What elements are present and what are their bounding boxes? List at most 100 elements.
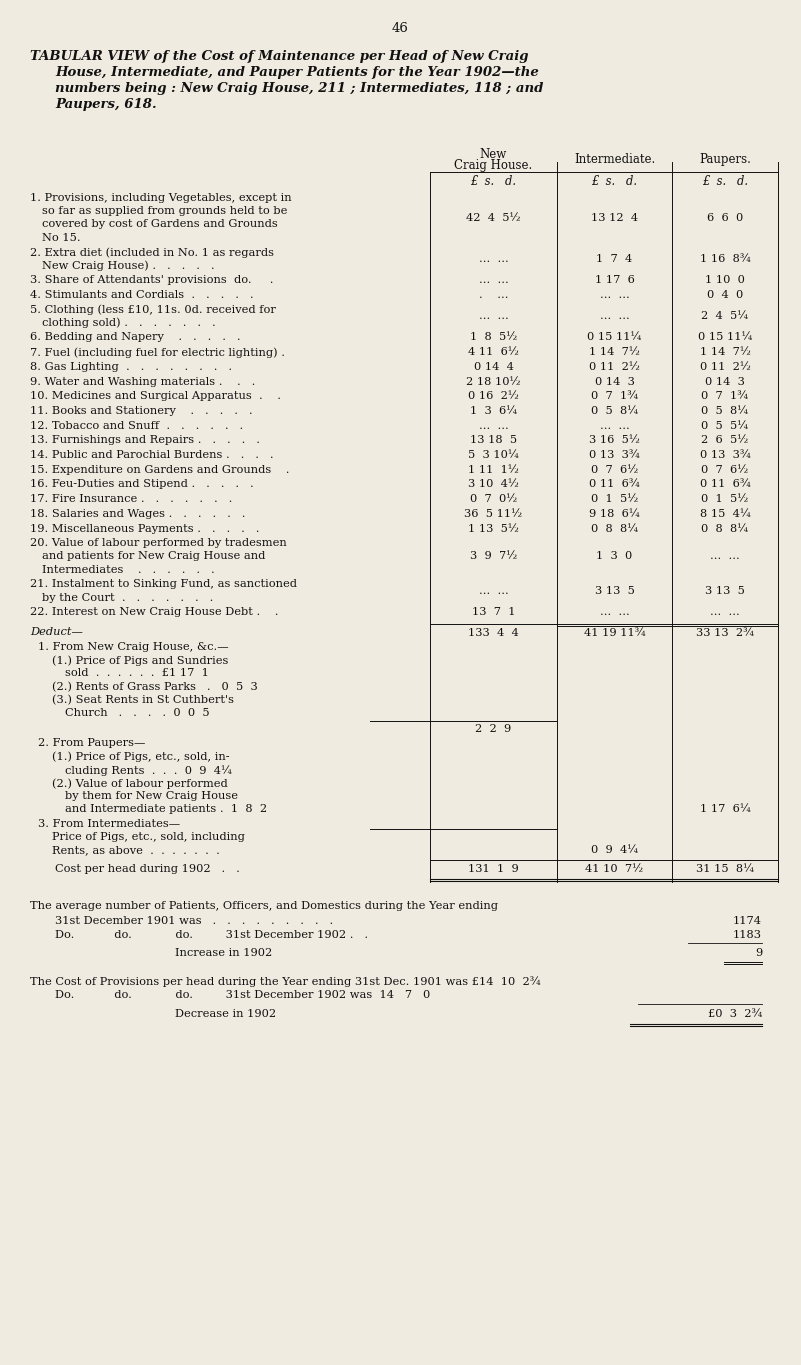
Text: (1.) Price of Pigs and Sundries: (1.) Price of Pigs and Sundries [52, 655, 228, 666]
Text: 1183: 1183 [733, 930, 762, 939]
Text: 5. Clothing (less £10, 11s. 0d. received for: 5. Clothing (less £10, 11s. 0d. received… [30, 304, 276, 315]
Text: Paupers, 618.: Paupers, 618. [55, 98, 157, 111]
Text: New Craig House) .   .   .   .   .: New Craig House) . . . . . [42, 261, 215, 272]
Text: 7. Fuel (including fuel for electric lighting) .: 7. Fuel (including fuel for electric lig… [30, 347, 285, 358]
Text: Increase in 1902: Increase in 1902 [175, 949, 272, 958]
Text: ...  ...: ... ... [600, 311, 630, 321]
Text: 0  5  8¼: 0 5 8¼ [591, 405, 638, 416]
Text: ...  ...: ... ... [710, 607, 740, 617]
Text: 20. Value of labour performed by tradesmen: 20. Value of labour performed by tradesm… [30, 538, 287, 549]
Text: 1 13  5½: 1 13 5½ [468, 524, 519, 534]
Text: 1. Provisions, including Vegetables, except in: 1. Provisions, including Vegetables, exc… [30, 192, 292, 203]
Text: 3. Share of Attendants' provisions  do.     .: 3. Share of Attendants' provisions do. . [30, 276, 273, 285]
Text: 11. Books and Stationery    .   .   .   .   .: 11. Books and Stationery . . . . . [30, 405, 252, 416]
Text: 0 13  3¾: 0 13 3¾ [699, 450, 751, 460]
Text: Do.           do.            do.         31st December 1902 .   .: Do. do. do. 31st December 1902 . . [55, 930, 368, 939]
Text: 1 16  8¾: 1 16 8¾ [699, 254, 751, 263]
Text: 0 14  3: 0 14 3 [594, 377, 634, 386]
Text: 3  9  7½: 3 9 7½ [470, 551, 517, 561]
Text: Price of Pigs, etc., sold, including: Price of Pigs, etc., sold, including [52, 831, 245, 842]
Text: 1 11  1½: 1 11 1½ [468, 465, 519, 475]
Text: ...  ...: ... ... [479, 276, 509, 285]
Text: (1.) Price of Pigs, etc., sold, in-: (1.) Price of Pigs, etc., sold, in- [52, 752, 230, 762]
Text: ...  ...: ... ... [710, 551, 740, 561]
Text: Decrease in 1902: Decrease in 1902 [175, 1009, 276, 1018]
Text: 9 18  6¼: 9 18 6¼ [589, 509, 640, 519]
Text: (3.) Seat Rents in St Cuthbert's: (3.) Seat Rents in St Cuthbert's [52, 695, 234, 706]
Text: 12. Tobacco and Snuff  .   .   .   .   .   .: 12. Tobacco and Snuff . . . . . . [30, 420, 244, 431]
Text: 13. Furnishings and Repairs .   .   .   .   .: 13. Furnishings and Repairs . . . . . [30, 435, 260, 445]
Text: 2. From Paupers—: 2. From Paupers— [38, 738, 145, 748]
Text: 13 12  4: 13 12 4 [591, 213, 638, 222]
Text: and patients for New Craig House and: and patients for New Craig House and [42, 551, 265, 561]
Text: 0  4  0: 0 4 0 [706, 289, 743, 300]
Text: 0  1  5½: 0 1 5½ [591, 494, 638, 504]
Text: 8 15  4¼: 8 15 4¼ [699, 509, 751, 519]
Text: No 15.: No 15. [42, 232, 81, 243]
Text: 1 14  7½: 1 14 7½ [699, 347, 751, 358]
Text: covered by cost of Gardens and Grounds: covered by cost of Gardens and Grounds [42, 220, 278, 229]
Text: sold  .  .  .  .  .  .  £1 17  1: sold . . . . . . £1 17 1 [65, 669, 209, 678]
Text: 1174: 1174 [733, 916, 762, 925]
Text: 0 14  4: 0 14 4 [473, 362, 513, 371]
Text: Paupers.: Paupers. [699, 153, 751, 167]
Text: 0 15 11¼: 0 15 11¼ [587, 333, 642, 343]
Text: 22. Interest on New Craig House Debt .    .: 22. Interest on New Craig House Debt . . [30, 607, 279, 617]
Text: 15. Expenditure on Gardens and Grounds    .: 15. Expenditure on Gardens and Grounds . [30, 465, 289, 475]
Text: Deduct—: Deduct— [30, 627, 83, 637]
Text: ...  ...: ... ... [479, 311, 509, 321]
Text: .    ...: . ... [479, 289, 509, 300]
Text: 31st December 1901 was   .   .   .   .   .   .   .   .   .: 31st December 1901 was . . . . . . . . . [55, 916, 333, 925]
Text: 1  7  4: 1 7 4 [597, 254, 633, 263]
Text: 0 15 11¼: 0 15 11¼ [698, 333, 752, 343]
Text: ...  ...: ... ... [600, 289, 630, 300]
Text: 0  7  6½: 0 7 6½ [702, 465, 749, 475]
Text: 0  7  0½: 0 7 0½ [470, 494, 517, 504]
Text: 3 16  5½: 3 16 5½ [589, 435, 640, 445]
Text: 0  5  8¼: 0 5 8¼ [702, 405, 749, 416]
Text: (2.) Value of labour performed: (2.) Value of labour performed [52, 778, 227, 789]
Text: 6. Bedding and Napery    .   .   .   .   .: 6. Bedding and Napery . . . . . [30, 333, 240, 343]
Text: ...  ...: ... ... [479, 586, 509, 597]
Text: 42  4  5½: 42 4 5½ [466, 213, 521, 222]
Text: 1 17  6¼: 1 17 6¼ [699, 804, 751, 815]
Text: 1. From New Craig House, &c.—: 1. From New Craig House, &c.— [38, 642, 228, 652]
Text: 9: 9 [755, 949, 762, 958]
Text: 5  3 10¼: 5 3 10¼ [468, 450, 519, 460]
Text: 2  2  9: 2 2 9 [475, 725, 512, 734]
Text: 8. Gas Lighting  .   .   .   .   .   .   .   .: 8. Gas Lighting . . . . . . . . [30, 362, 232, 371]
Text: 0 11  2½: 0 11 2½ [589, 362, 640, 371]
Text: 46: 46 [392, 22, 409, 35]
Text: New: New [480, 147, 507, 161]
Text: 2. Extra diet (included in No. 1 as regards: 2. Extra diet (included in No. 1 as rega… [30, 247, 274, 258]
Text: 13 18  5: 13 18 5 [470, 435, 517, 445]
Text: 6  6  0: 6 6 0 [706, 213, 743, 222]
Text: Intermediate.: Intermediate. [574, 153, 655, 167]
Text: 1 10  0: 1 10 0 [705, 276, 745, 285]
Text: 3 13  5: 3 13 5 [594, 586, 634, 597]
Text: 18. Salaries and Wages .   .   .   .   .   .: 18. Salaries and Wages . . . . . . [30, 509, 245, 519]
Text: ...  ...: ... ... [600, 607, 630, 617]
Text: so far as supplied from grounds held to be: so far as supplied from grounds held to … [42, 206, 288, 216]
Text: 1 17  6: 1 17 6 [594, 276, 634, 285]
Text: 1  3  0: 1 3 0 [597, 551, 633, 561]
Text: 3 10  4½: 3 10 4½ [468, 479, 519, 490]
Text: 0 11  2½: 0 11 2½ [699, 362, 751, 371]
Text: Church   .   .   .   .  0  0  5: Church . . . . 0 0 5 [65, 708, 210, 718]
Text: 0  5  5¼: 0 5 5¼ [702, 420, 749, 431]
Text: The average number of Patients, Officers, and Domestics during the Year ending: The average number of Patients, Officers… [30, 901, 498, 912]
Text: 2  4  5¼: 2 4 5¼ [702, 311, 749, 321]
Text: TABULAR VIEW of the Cost of Maintenance per Head of New Craig: TABULAR VIEW of the Cost of Maintenance … [30, 51, 529, 63]
Text: 3. From Intermediates—: 3. From Intermediates— [38, 819, 180, 829]
Text: 4. Stimulants and Cordials  .   .   .   .   .: 4. Stimulants and Cordials . . . . . [30, 289, 254, 300]
Text: by them for New Craig House: by them for New Craig House [65, 792, 238, 801]
Text: House, Intermediate, and Pauper Patients for the Year 1902—the: House, Intermediate, and Pauper Patients… [55, 66, 539, 79]
Text: clothing sold) .   .   .   .   .   .   .: clothing sold) . . . . . . . [42, 318, 215, 329]
Text: 10. Medicines and Surgical Apparatus  .    .: 10. Medicines and Surgical Apparatus . . [30, 392, 281, 401]
Text: 2 18 10½: 2 18 10½ [466, 377, 521, 386]
Text: 21. Instalment to Sinking Fund, as sanctioned: 21. Instalment to Sinking Fund, as sanct… [30, 579, 297, 590]
Text: 0  8  8¼: 0 8 8¼ [702, 524, 749, 534]
Text: 9. Water and Washing materials .    .   .: 9. Water and Washing materials . . . [30, 377, 256, 386]
Text: by the Court  .   .   .   .   .   .   .: by the Court . . . . . . . [42, 592, 213, 602]
Text: 41 19 11¾: 41 19 11¾ [584, 628, 646, 637]
